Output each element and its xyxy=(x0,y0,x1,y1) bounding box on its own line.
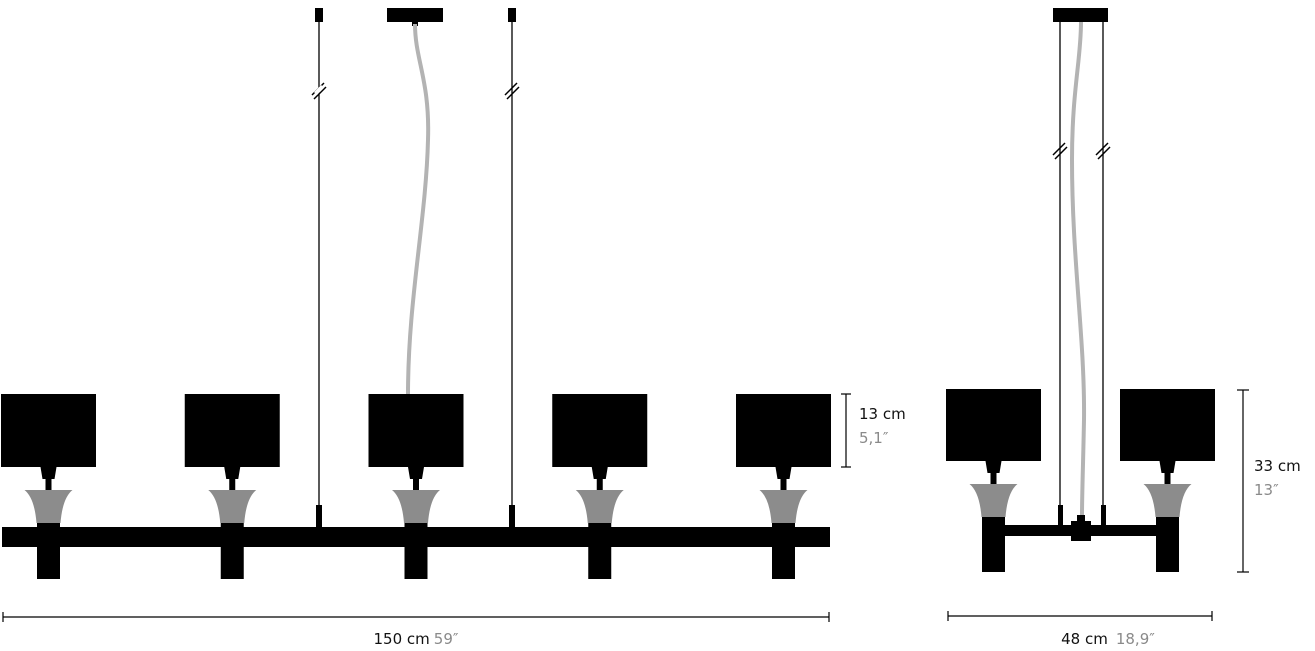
suspension-wire xyxy=(1095,22,1111,525)
front-view: 13 cm 5,1″ 150 cm 59″ xyxy=(1,8,906,648)
side-width-metric: 48 cm xyxy=(1061,630,1108,648)
lamp-post xyxy=(404,523,428,579)
lamp-arm xyxy=(368,394,464,579)
canopy xyxy=(1053,8,1108,22)
lamp-neck xyxy=(408,467,424,490)
power-cable xyxy=(1069,21,1087,516)
lamp-shade xyxy=(368,394,464,467)
lamp-shade xyxy=(552,394,648,467)
suspension-wire xyxy=(311,8,327,527)
canopy xyxy=(387,8,443,22)
lamp-neck xyxy=(591,467,608,490)
suspension-wire xyxy=(1052,22,1068,525)
lamp-post xyxy=(588,523,612,579)
lamp-shade xyxy=(1120,389,1215,461)
glass-diffuser xyxy=(969,484,1018,517)
lamp-arm xyxy=(946,389,1041,572)
lamp-post xyxy=(220,523,244,579)
lamp-arm xyxy=(184,394,280,579)
lamp-shade xyxy=(946,389,1041,461)
glass-diffuser xyxy=(759,490,808,523)
side-width-label: 48 cm 18,9″ xyxy=(1061,630,1155,648)
front-height-imperial: 5,1″ xyxy=(859,429,889,447)
lamp-arm xyxy=(1,394,96,579)
side-height-metric: 33 cm xyxy=(1254,457,1301,475)
lamp-arm xyxy=(552,394,648,579)
suspension-wire xyxy=(504,8,520,527)
side-view: 33 cm 13″ 48 cm 18,9″ xyxy=(946,8,1301,648)
lamp-post xyxy=(982,517,1005,572)
lamp-shade xyxy=(184,394,280,467)
front-width-label: 150 cm 59″ xyxy=(374,630,459,648)
lamp-shade xyxy=(1,394,96,467)
glass-diffuser xyxy=(575,490,624,523)
side-height-imperial: 13″ xyxy=(1254,481,1279,499)
front-width-metric: 150 cm xyxy=(374,630,430,648)
lamp-neck xyxy=(775,467,792,490)
side-width-imperial: 18,9″ xyxy=(1116,630,1155,648)
glass-diffuser xyxy=(1143,484,1192,517)
front-width-imperial: 59″ xyxy=(434,630,459,648)
lamp-post xyxy=(1156,517,1179,572)
lamp-post xyxy=(772,523,795,579)
lamp-neck xyxy=(224,467,241,490)
lamp-post xyxy=(37,523,60,579)
glass-diffuser xyxy=(208,490,257,523)
lamp-shade xyxy=(736,394,831,467)
glass-diffuser xyxy=(392,490,440,523)
power-cable xyxy=(406,23,431,395)
lamp-neck xyxy=(40,467,57,490)
front-height-metric: 13 cm xyxy=(859,405,906,423)
hub xyxy=(1071,521,1091,541)
lamp-arm xyxy=(736,394,831,579)
glass-diffuser xyxy=(24,490,73,523)
lamp-neck xyxy=(1159,461,1176,484)
lamp-neck xyxy=(985,461,1002,484)
lamp-arm xyxy=(1120,389,1215,572)
